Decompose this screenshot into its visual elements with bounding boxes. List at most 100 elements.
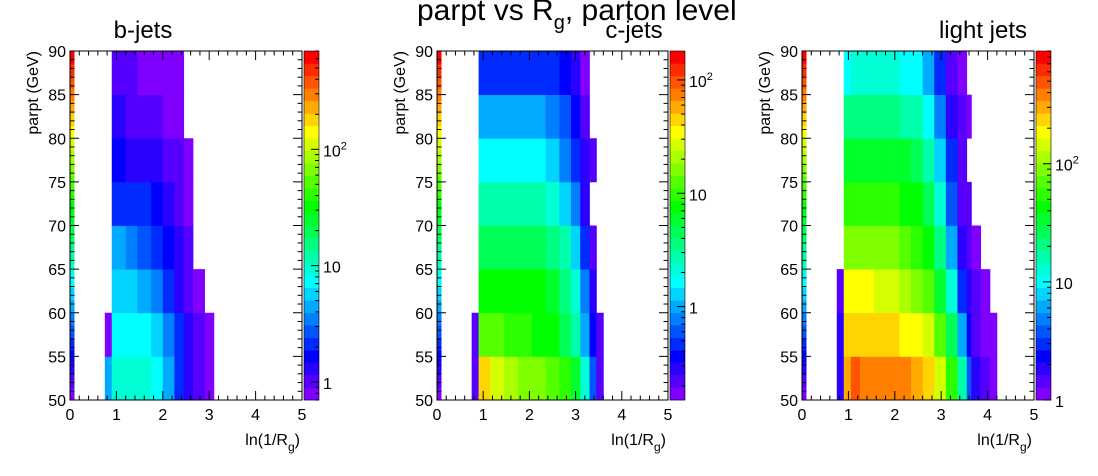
heatmap-cell [980, 269, 991, 314]
heatmap-cell [957, 181, 968, 226]
edge-strip-segment [70, 237, 75, 251]
x-axis-label: ln(1/Rg) [611, 432, 666, 454]
heatmap-cell [911, 181, 924, 226]
edge-strip-segment [437, 100, 442, 114]
heatmap-cell [887, 181, 900, 226]
heatmap-cell [850, 269, 861, 314]
heatmap-cell [545, 181, 560, 226]
heatmap-cell [517, 51, 533, 96]
color-scale-segment [304, 262, 319, 276]
edge-strip-segment [70, 325, 75, 338]
color-scale-segment [304, 100, 319, 114]
y-tick-label: 55 [780, 349, 798, 366]
x-tick-label: 3 [571, 407, 580, 424]
heatmap-cell [860, 94, 875, 139]
edge-strip-segment [802, 150, 807, 164]
edge-strip-segment [70, 300, 75, 314]
heatmap-cell [945, 356, 958, 401]
edge-strip-segment [437, 150, 442, 164]
color-scale-label-base: 10 [323, 260, 341, 277]
edge-strip-segment [437, 287, 442, 301]
color-scale-segment [1036, 188, 1051, 201]
edge-strip-segment [437, 113, 442, 127]
heatmap-cell [887, 51, 900, 96]
x-axis-label: ln(1/Rg) [977, 432, 1032, 454]
color-scale-label: 10 [323, 260, 341, 277]
heatmap-cell [580, 356, 590, 401]
color-scale-segment [304, 200, 319, 214]
edge-strip-segment [437, 362, 442, 376]
heatmap-cell [899, 51, 912, 96]
edge-strip-segment [802, 375, 807, 388]
heatmap-cell [922, 94, 935, 139]
heatmap-cell [899, 94, 912, 139]
color-scale-segment [670, 237, 685, 251]
y-tick-label: 60 [48, 306, 66, 323]
edge-strip-segment [70, 287, 75, 301]
edge-strip-segment [70, 125, 75, 139]
heatmap-cell [945, 225, 958, 270]
color-scale-segment [1036, 225, 1051, 239]
heatmap-cell [887, 138, 900, 183]
edge-strip-segment [437, 237, 442, 251]
heatmap-cell [589, 225, 597, 270]
heatmap-cell [183, 138, 194, 183]
heatmap-cell [111, 225, 127, 270]
heatmap-cell [873, 181, 889, 226]
edge-strip-segment [437, 75, 442, 89]
heatmap-cell [945, 138, 958, 183]
y-tick-label: 65 [780, 262, 798, 279]
heatmap-cell [192, 269, 205, 314]
heatmap-cell [162, 181, 175, 226]
heatmap-cell [490, 51, 505, 96]
heatmap-cell [137, 356, 152, 401]
heatmap-cell [596, 312, 604, 357]
color-scale-frame [303, 50, 320, 401]
heatmap-cell [174, 94, 185, 139]
heatmap-cell [887, 356, 900, 401]
heatmap-cell [545, 51, 560, 96]
color-scale-segment [1036, 362, 1051, 376]
heatmap-cell [911, 138, 924, 183]
edge-strip-segment [70, 250, 75, 264]
color-scale-segment [670, 375, 685, 388]
heatmap-cell [531, 94, 546, 139]
heatmap-cell [873, 225, 889, 270]
heatmap-cell [559, 356, 572, 401]
y-tick-label: 90 [48, 44, 66, 61]
edge-strip-segment [437, 325, 442, 338]
edge-strip-segment [802, 213, 807, 226]
heatmap-cell [570, 312, 581, 357]
color-scale-segment [1036, 150, 1051, 164]
heatmap-cell [545, 94, 560, 139]
edge-strip-segment [802, 51, 807, 64]
color-scale-label-exp: 2 [707, 71, 713, 83]
color-scale-segment [1036, 250, 1051, 264]
heatmap-cell [111, 269, 127, 314]
color-scale-label-base: 10 [323, 143, 341, 160]
x-tick-label: 5 [1030, 407, 1039, 424]
color-scale-segment [1036, 287, 1051, 301]
x-tick-label: 1 [479, 407, 488, 424]
heatmap-cell [836, 269, 845, 314]
heatmap-cell [945, 269, 958, 314]
heatmap-cell [174, 312, 185, 357]
color-scale-segment [1036, 138, 1051, 152]
color-scale-label: 102 [323, 140, 347, 160]
heatmap-cell [887, 312, 900, 357]
heatmap-cell [899, 312, 912, 357]
x-axis-label-main: ln(1/R [245, 432, 288, 449]
heatmap-cell [836, 356, 845, 401]
heatmap-cell [162, 312, 175, 357]
heatmap-cell [517, 269, 533, 314]
color-scale-segment [304, 75, 319, 89]
edge-strip-segment [802, 188, 807, 201]
heatmap-cell [151, 138, 164, 183]
edge-strip-segment [802, 163, 807, 176]
heatmap-cell [125, 356, 138, 401]
heatmap-cell [911, 356, 924, 401]
edge-strip-segment [802, 300, 807, 314]
heatmap-cell [957, 225, 968, 270]
heatmap-cell [174, 138, 185, 183]
